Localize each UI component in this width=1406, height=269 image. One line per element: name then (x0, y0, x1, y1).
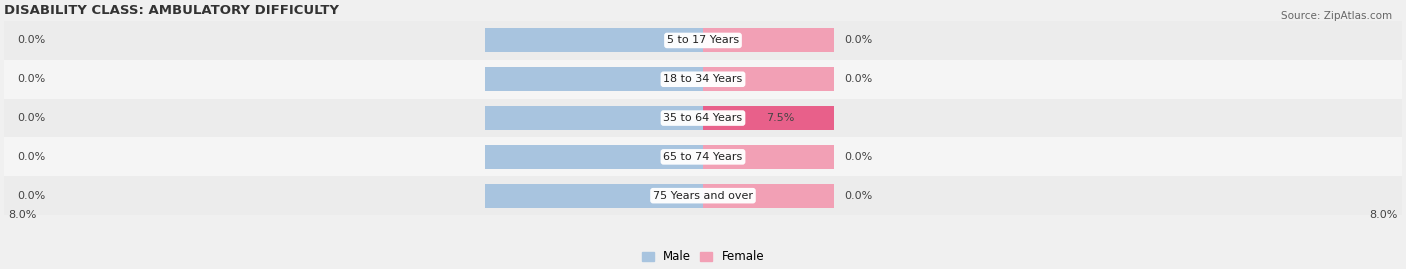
Text: 0.0%: 0.0% (17, 113, 45, 123)
Bar (485, 184, 703, 208)
Text: 18 to 34 Years: 18 to 34 Years (664, 74, 742, 84)
Text: 0.0%: 0.0% (845, 152, 873, 162)
Bar (4, 137, 1402, 176)
Bar (485, 106, 703, 130)
Bar (4, 176, 1402, 215)
Bar (703, 145, 834, 169)
Text: 0.0%: 0.0% (845, 74, 873, 84)
Text: 8.0%: 8.0% (1369, 210, 1398, 220)
Bar (4, 99, 1402, 137)
Legend: Male, Female: Male, Female (641, 250, 765, 264)
Text: 0.0%: 0.0% (17, 74, 45, 84)
Text: 75 Years and over: 75 Years and over (652, 191, 754, 201)
Bar (703, 106, 834, 130)
Text: 0.0%: 0.0% (845, 36, 873, 45)
Text: 5 to 17 Years: 5 to 17 Years (666, 36, 740, 45)
Text: 0.0%: 0.0% (845, 191, 873, 201)
Text: 0.0%: 0.0% (17, 36, 45, 45)
Bar (485, 29, 703, 52)
Bar (485, 145, 703, 169)
Bar (4, 60, 1402, 99)
Text: 0.0%: 0.0% (17, 152, 45, 162)
Text: DISABILITY CLASS: AMBULATORY DIFFICULTY: DISABILITY CLASS: AMBULATORY DIFFICULTY (4, 4, 339, 17)
Text: 7.5%: 7.5% (766, 113, 794, 123)
Bar (703, 29, 834, 52)
Text: Source: ZipAtlas.com: Source: ZipAtlas.com (1281, 11, 1392, 21)
Bar (703, 184, 834, 208)
Bar (485, 67, 703, 91)
Text: 0.0%: 0.0% (17, 191, 45, 201)
Text: 35 to 64 Years: 35 to 64 Years (664, 113, 742, 123)
Text: 65 to 74 Years: 65 to 74 Years (664, 152, 742, 162)
Text: 8.0%: 8.0% (8, 210, 37, 220)
Bar (4, 21, 1402, 60)
Bar (703, 67, 834, 91)
